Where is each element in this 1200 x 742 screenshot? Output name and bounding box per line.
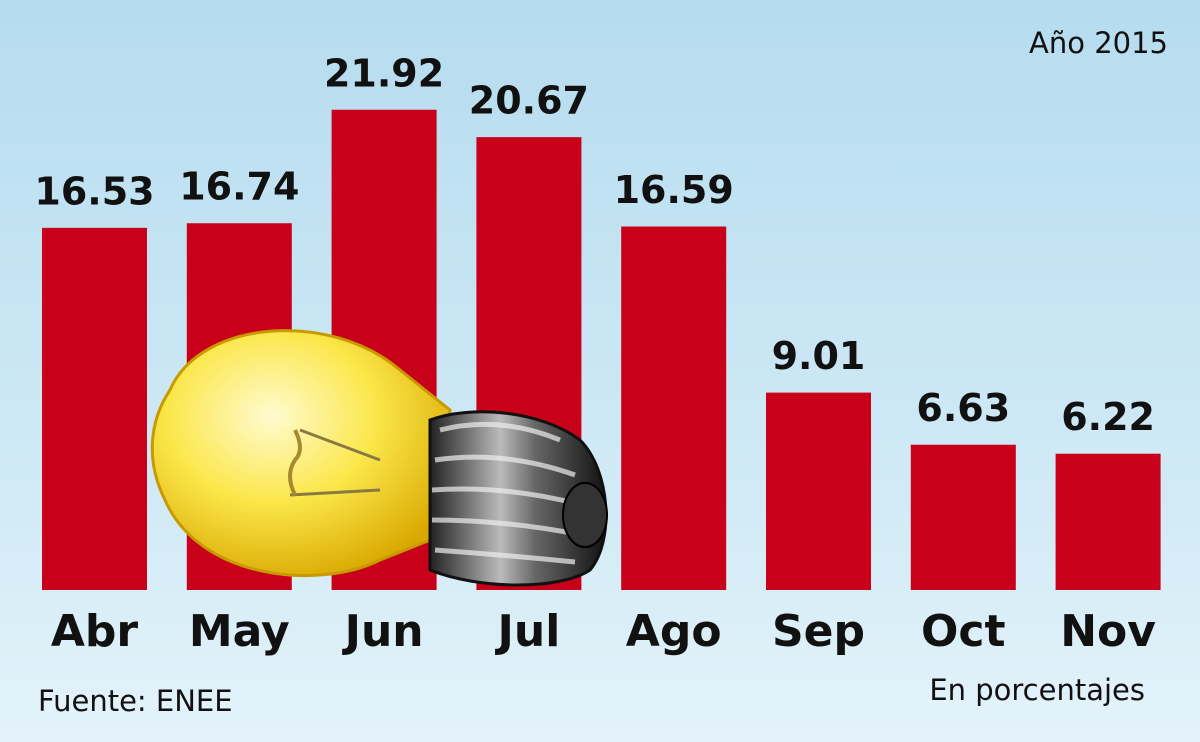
value-label: 16.53	[34, 169, 154, 213]
bar	[42, 227, 147, 591]
value-label: 9.01	[772, 334, 866, 378]
x-tick-label: Ago	[626, 606, 722, 657]
unit-note: En porcentajes	[929, 673, 1145, 707]
source: Fuente: ENEE	[38, 684, 233, 718]
bar	[621, 226, 727, 590]
x-tick-label: Oct	[921, 606, 1006, 657]
value-label: 21.92	[324, 51, 444, 95]
x-tick-label: May	[189, 606, 290, 657]
x-tick-label: Sep	[772, 606, 865, 657]
chart-title: Año 2015	[1029, 26, 1168, 60]
bar	[766, 392, 871, 590]
x-tick-label: Jul	[495, 606, 561, 657]
x-tick-label: Jun	[342, 606, 424, 657]
x-tick-label: Nov	[1060, 606, 1156, 657]
light-bulb	[150, 329, 608, 587]
value-label: 6.63	[916, 386, 1010, 430]
bar	[910, 444, 1016, 590]
value-label: 16.74	[179, 165, 299, 209]
value-label: 20.67	[469, 79, 589, 123]
x-tick-label: Abr	[51, 606, 139, 657]
value-label: 16.59	[614, 168, 734, 212]
bar	[1055, 453, 1161, 590]
value-label: 6.22	[1061, 395, 1155, 439]
